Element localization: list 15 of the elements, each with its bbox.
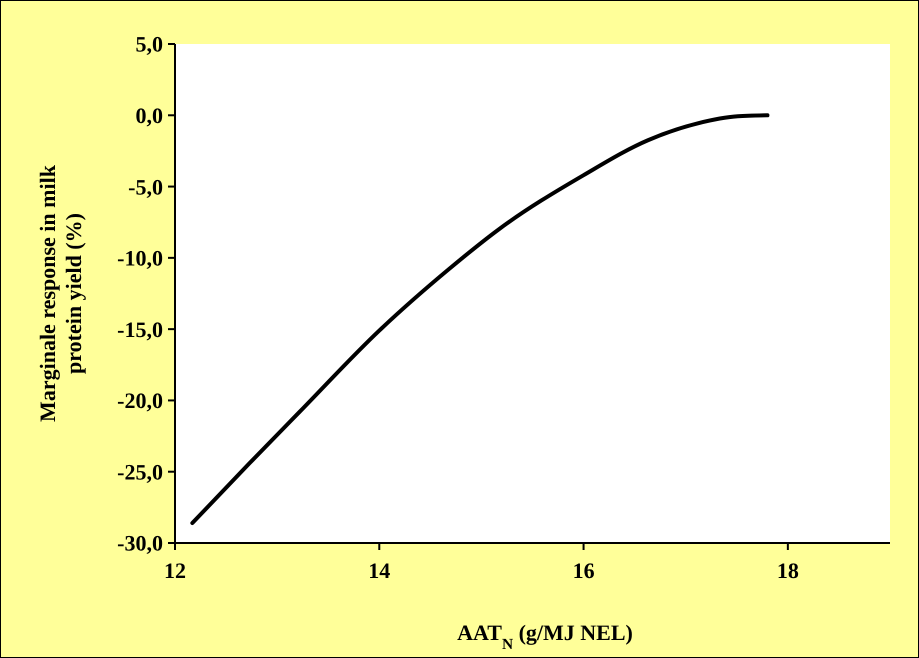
y-tick-label: -20,0: [117, 388, 163, 414]
y-tick-label: -25,0: [117, 459, 163, 484]
x-tick-label: 14: [368, 558, 390, 583]
y-tick-label: -30,0: [117, 530, 163, 556]
y-tick-label: 5,0: [136, 32, 163, 57]
y-axis-title: Marginale response in milk protein yield (%): [35, 164, 86, 422]
y-tick-label: -10,0: [117, 246, 163, 271]
x-tick-label: 12: [164, 558, 186, 583]
y-tick-label: -15,0: [117, 316, 163, 342]
y-tick-label: 0,0: [136, 102, 163, 128]
x-tick-label: 18: [776, 558, 799, 583]
x-tick-label: 16: [572, 558, 595, 583]
line-series: [190, 113, 770, 526]
y-tick-label: -5,0: [128, 174, 163, 200]
x-axis-title: AAT$_{N}$ (g/MJ NEL): [457, 620, 633, 652]
